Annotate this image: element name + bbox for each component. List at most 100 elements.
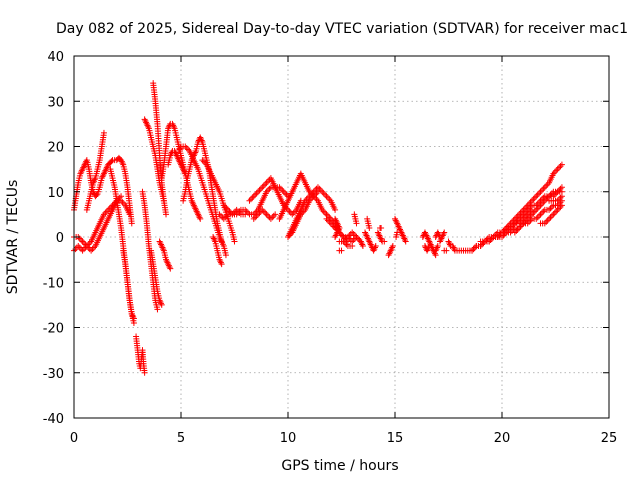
data-point <box>514 226 521 233</box>
data-point <box>543 218 550 225</box>
data-point <box>359 241 366 248</box>
data-point <box>510 217 517 224</box>
x-tick-label: 5 <box>177 431 185 446</box>
data-point <box>541 184 548 191</box>
y-tick-label: -20 <box>43 322 64 337</box>
data-point <box>349 243 356 250</box>
data-point <box>531 208 538 215</box>
data-point <box>446 241 453 248</box>
data-point <box>79 238 86 245</box>
data-point <box>402 238 409 245</box>
data-point <box>537 211 544 218</box>
data-point <box>521 205 528 212</box>
data-point <box>353 234 360 240</box>
data-point <box>554 166 561 173</box>
data-point <box>217 259 224 266</box>
data-point <box>255 211 262 218</box>
data-point <box>263 179 270 186</box>
data-point <box>538 187 545 194</box>
data-point <box>558 161 565 168</box>
data-point <box>324 217 331 224</box>
data-point <box>517 209 524 216</box>
data-point <box>176 146 183 153</box>
data-point <box>548 212 555 219</box>
data-point <box>282 190 289 197</box>
data-point <box>263 211 270 218</box>
data-point <box>289 211 296 218</box>
data-point <box>76 244 83 251</box>
data-point <box>280 188 287 195</box>
data-point <box>266 185 273 192</box>
data-point <box>217 212 224 219</box>
data-point <box>471 244 478 251</box>
data-point <box>389 243 396 250</box>
data-point <box>260 182 267 189</box>
data-point <box>451 246 458 253</box>
data-point <box>218 238 225 245</box>
data-point <box>359 243 366 250</box>
data-point <box>553 167 560 174</box>
data-point <box>253 212 260 219</box>
data-point <box>75 243 82 250</box>
data-point <box>262 209 269 216</box>
axis-tick-labels: 0 5 10 15 20 25 -40 -30 -20 -10 0 10 20 30 40 <box>43 50 618 446</box>
data-point <box>353 220 360 227</box>
data-point <box>314 188 321 195</box>
data-point <box>324 194 331 201</box>
data-point <box>80 246 87 253</box>
data-point <box>516 211 523 218</box>
data-point <box>312 191 319 198</box>
y-tick-label: -10 <box>43 276 64 291</box>
data-point <box>141 369 148 376</box>
data-point <box>534 214 541 221</box>
data-point <box>533 193 540 200</box>
data-point <box>163 211 170 218</box>
data-point <box>556 164 563 171</box>
data-point <box>320 190 327 197</box>
data-point <box>256 187 263 194</box>
data-point <box>85 244 92 251</box>
data-point <box>523 217 530 224</box>
data-point <box>378 224 385 231</box>
chart-title: Day 082 of 2025, Sidereal Day-to-day VTE… <box>56 21 628 37</box>
y-tick-label: 40 <box>47 50 64 65</box>
data-point <box>262 181 269 188</box>
data-point <box>480 240 487 247</box>
data-point <box>91 176 98 183</box>
data-point <box>520 206 527 213</box>
data-point <box>540 199 547 206</box>
data-point <box>556 187 563 194</box>
data-point <box>154 306 161 313</box>
data-point <box>160 197 167 204</box>
data-point <box>343 241 350 248</box>
data-point <box>167 265 174 272</box>
data-point <box>394 229 401 236</box>
data-point <box>557 194 564 201</box>
data-point <box>540 185 547 192</box>
data-point <box>217 258 224 265</box>
data-point <box>506 221 513 228</box>
data-point <box>548 203 555 210</box>
data-point <box>236 208 243 215</box>
data-point <box>326 218 333 225</box>
data-point <box>130 319 137 326</box>
data-point <box>534 205 541 212</box>
data-point <box>526 200 533 207</box>
data-point <box>245 209 252 216</box>
data-point <box>496 232 503 239</box>
data-point <box>372 243 379 250</box>
data-point <box>354 235 361 242</box>
data-point <box>249 194 256 201</box>
data-point <box>521 218 528 225</box>
data-point <box>252 191 259 198</box>
data-point <box>158 301 165 308</box>
data-point <box>434 244 441 251</box>
data-point <box>313 190 320 197</box>
data-point <box>527 199 534 206</box>
data-point <box>536 190 543 197</box>
data-point <box>531 194 538 201</box>
data-point <box>119 199 126 206</box>
data-point <box>231 238 238 245</box>
data-point <box>514 212 521 219</box>
